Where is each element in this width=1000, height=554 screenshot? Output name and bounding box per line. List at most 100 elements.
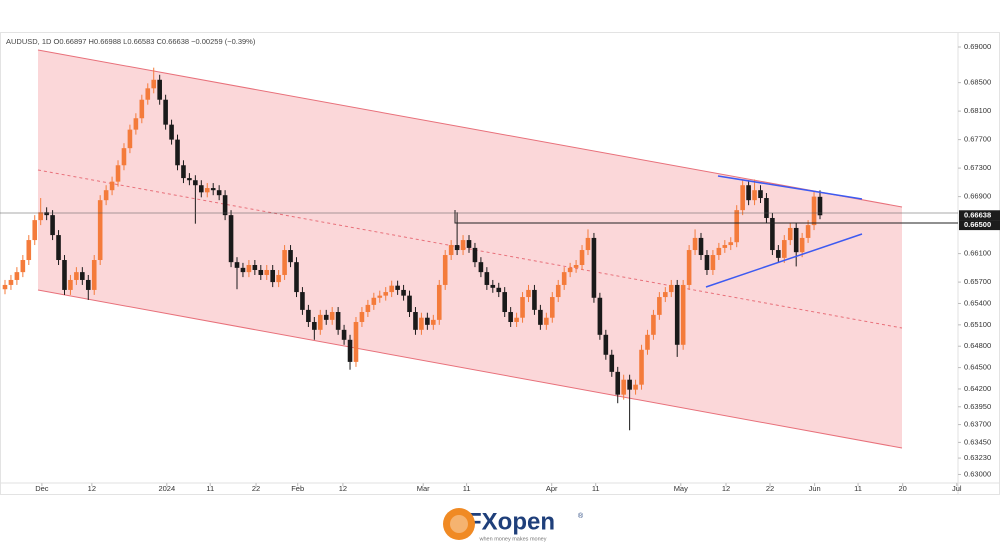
x-tick-label: 2024: [158, 484, 175, 493]
candle-body: [704, 255, 710, 270]
candle-body: [145, 88, 151, 100]
candle-body: [544, 317, 549, 325]
y-tick-label: 0.65700: [964, 277, 991, 286]
candle-body: [484, 272, 490, 285]
candle-body: [472, 247, 478, 263]
candle-body: [710, 255, 716, 270]
candle-body: [425, 317, 430, 325]
candle-body: [413, 312, 418, 330]
y-tick-label: 0.63700: [964, 420, 991, 429]
candle-body: [752, 190, 757, 201]
tagline: when money makes money: [479, 536, 547, 542]
channel-bottom: [37, 289, 903, 449]
candle-body: [728, 242, 734, 246]
candle-body: [288, 250, 293, 263]
candle-body: [32, 220, 38, 241]
candle-body: [97, 200, 103, 261]
candle-body: [80, 272, 85, 280]
candle-body: [270, 269, 275, 283]
candle-body: [127, 129, 133, 149]
symbol-header: AUDUSD, 1D O0.66897 H0.66988 L0.66583 C0…: [6, 37, 256, 46]
candle-body: [734, 210, 740, 243]
candle-body: [347, 339, 353, 362]
candle-body: [674, 284, 680, 345]
candle-body: [383, 292, 389, 296]
candle-body: [294, 262, 299, 293]
candle-body: [264, 269, 270, 275]
x-tick-label: Feb: [291, 484, 304, 493]
candle-body: [419, 317, 424, 330]
candle-body: [139, 99, 145, 119]
candle-body: [764, 198, 769, 218]
channel-top: [37, 49, 903, 208]
y-tick-label: 0.65100: [964, 320, 991, 329]
candle-body: [549, 297, 555, 318]
candle-body: [538, 309, 543, 325]
x-tick-label: May: [674, 484, 688, 493]
candle-body: [240, 267, 246, 273]
triangle-bottom: [705, 233, 863, 288]
candle-body: [20, 260, 26, 273]
candle-body: [199, 185, 204, 193]
candle-body: [74, 272, 79, 280]
candle-body: [722, 245, 728, 248]
candle-body: [329, 312, 335, 320]
candle-body: [258, 269, 264, 275]
candle-body: [585, 237, 591, 251]
candle-body: [133, 118, 139, 130]
candle-body: [216, 190, 222, 196]
y-tick-label: 0.63000: [964, 469, 991, 478]
candle-body: [335, 312, 341, 330]
candle-body: [781, 240, 787, 258]
y-tick-label: 0.65400: [964, 298, 991, 307]
candle-body: [14, 272, 20, 280]
candle-body: [811, 196, 817, 226]
x-tick-label: 12: [88, 484, 96, 493]
candle-body: [436, 284, 442, 320]
candle-body: [431, 319, 436, 325]
price-badge: [959, 220, 1000, 231]
candle-body: [579, 250, 585, 265]
x-tick-label: 11: [854, 484, 862, 493]
candle-body: [389, 285, 394, 293]
x-tick-label: 11: [206, 484, 214, 493]
candle-body: [621, 379, 626, 395]
candle-body: [312, 321, 317, 330]
logo-icon-inner: [450, 515, 468, 533]
x-tick-label: 11: [592, 484, 600, 493]
candle-body: [561, 272, 567, 285]
price-badge: [959, 210, 1000, 221]
candle-body: [740, 185, 745, 211]
candle-body: [770, 217, 775, 251]
candle-body: [222, 195, 228, 216]
candle-body: [799, 237, 805, 253]
candle-body: [663, 292, 668, 298]
candle-body: [597, 297, 603, 335]
candle-body: [526, 289, 531, 298]
candle-body: [805, 225, 811, 238]
y-tick-label: 0.63450: [964, 437, 991, 446]
candle-body: [163, 99, 168, 125]
candle-body: [496, 287, 502, 293]
channel-mid: [37, 169, 903, 329]
candle-body: [532, 289, 537, 310]
y-tick-label: 0.66100: [964, 249, 991, 258]
candle-body: [282, 250, 287, 275]
candle-body: [157, 79, 162, 100]
y-tick-label: 0.69000: [964, 42, 991, 51]
candle-body: [442, 255, 448, 285]
candle-body: [460, 240, 466, 251]
y-tick-label: 0.63950: [964, 402, 991, 411]
candle-body: [151, 79, 157, 89]
candle-body: [591, 237, 597, 298]
x-tick-label: 20: [899, 484, 907, 493]
candle-body: [567, 267, 573, 273]
candle-body: [371, 297, 377, 305]
candle-body: [817, 196, 823, 216]
candle-body: [246, 264, 252, 273]
candle-body: [639, 349, 644, 385]
candle-body: [50, 215, 55, 236]
candle-body: [508, 312, 513, 322]
candle-body: [651, 314, 656, 335]
